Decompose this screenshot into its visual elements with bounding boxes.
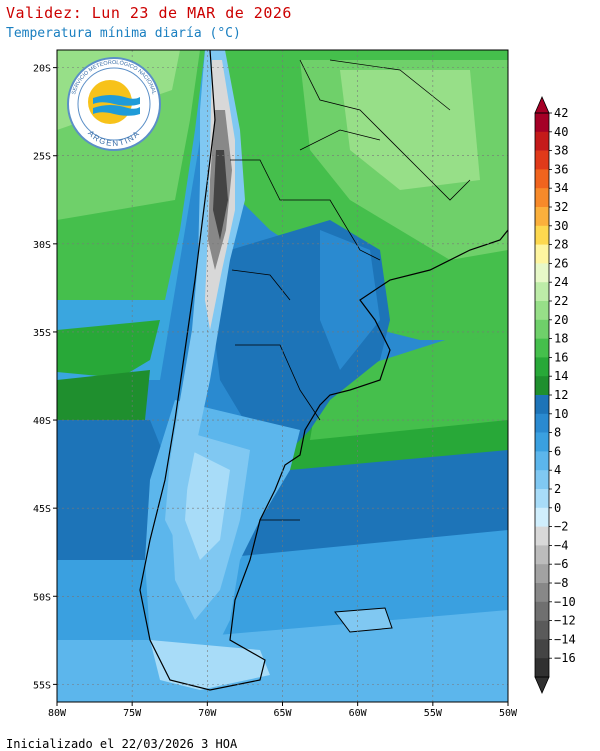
- atlantic-warm-band-2: [310, 320, 508, 440]
- colorbar-swatch: [535, 583, 549, 603]
- colorbar-swatch: [535, 113, 549, 133]
- colorbar-tick-label: −12: [554, 614, 576, 628]
- colorbar-top-arrow: [534, 96, 550, 114]
- colorbar-tick-label: 42: [554, 106, 568, 120]
- lon-tick-label: 65W: [273, 708, 292, 719]
- colorbar-tick-label: 10: [554, 407, 568, 421]
- logo-wave-2-icon: [93, 105, 140, 116]
- colorbar-tick-label: 24: [554, 275, 568, 289]
- lat-tick-label: 45S: [33, 504, 51, 515]
- colorbar-swatch: [535, 225, 549, 245]
- lon-tick-label: 60W: [349, 708, 368, 719]
- colorbar-tick-label: −10: [554, 595, 576, 609]
- colorbar-swatch: [535, 489, 549, 509]
- colorbar-tick-label: 2: [554, 482, 561, 496]
- coastline: [139, 50, 508, 691]
- colorbar-tick-label: −4: [554, 538, 568, 552]
- pacific-mid-zone: [57, 320, 160, 378]
- colorbar-swatch: [535, 526, 549, 546]
- tierra-del-fuego: [150, 640, 270, 690]
- colorbar-swatch: [535, 413, 549, 433]
- colorbar-swatch: [535, 319, 549, 339]
- colorbar-tick-label: 8: [554, 426, 561, 440]
- lat-tick-label: 50S: [33, 592, 51, 603]
- colorbar-tick-label: 32: [554, 200, 568, 214]
- logo-wave-1-icon: [93, 95, 140, 106]
- colorbar-tick-label: −6: [554, 557, 568, 571]
- colorbar-swatch: [535, 282, 549, 302]
- continent-warmest: [340, 70, 480, 190]
- colorbar-swatch: [535, 376, 549, 396]
- colorbar-tick-label: 16: [554, 350, 568, 364]
- colorbar-tick-label: 6: [554, 444, 561, 458]
- colorbar-bottom-arrow: [534, 676, 550, 694]
- colorbar-swatch: [535, 639, 549, 659]
- colorbar-tick-label: 38: [554, 144, 568, 158]
- map-title: Validez: Lun 23 de MAR de 2026: [6, 4, 292, 22]
- colorbar-tick-label: 40: [554, 125, 568, 139]
- colorbar-tick-label: 22: [554, 294, 568, 308]
- colorbar-swatch: [535, 263, 549, 283]
- colorbar-tick-label: 20: [554, 313, 568, 327]
- map-gridlines: [57, 50, 508, 702]
- colorbar-swatch: [535, 620, 549, 640]
- andes-high-3: [213, 150, 228, 240]
- lat-tick-label: 40S: [33, 416, 51, 427]
- lon-tick-label: 75W: [123, 708, 142, 719]
- colorbar-swatch: [535, 131, 549, 151]
- colorbar-tick-label: −16: [554, 651, 576, 665]
- lat-tick-label: 20S: [33, 64, 51, 75]
- latitude-tick-labels: 20S 25S 30S 35S 40S 45S 50S 55S: [33, 64, 57, 691]
- pampas-zone: [320, 230, 380, 370]
- political-borders: [230, 59, 471, 521]
- lat-tick-label: 55S: [33, 680, 51, 691]
- map-figure: 20S 25S 30S 35S 40S 45S 50S 55S 80W 75W 70W 65W 60W…: [33, 49, 576, 719]
- colorbar-swatch: [535, 564, 549, 584]
- longitude-tick-labels: 80W 75W 70W 65W 60W 55W 50W: [48, 702, 518, 719]
- colorbar-tick-label: 0: [554, 501, 561, 515]
- colorbar-tick-label: 4: [554, 463, 561, 477]
- colorbar-swatch: [535, 150, 549, 170]
- colorbar-tick-label: 36: [554, 162, 568, 176]
- lon-tick-label: 70W: [198, 708, 217, 719]
- pacific-cool-zone: [57, 370, 150, 420]
- lon-tick-label: 55W: [424, 708, 443, 719]
- colorbar-tick-label: 28: [554, 238, 568, 252]
- colorbar-swatch: [535, 451, 549, 471]
- colorbar-tick-label: −8: [554, 576, 568, 590]
- colorbar-swatch: [535, 470, 549, 490]
- colorbar-swatch: [535, 244, 549, 264]
- colorbar-swatch: [535, 432, 549, 452]
- colorbar-swatch: [535, 301, 549, 321]
- malvinas: [334, 607, 393, 633]
- colorbar-swatch: [535, 658, 549, 678]
- regional-borders: [299, 59, 451, 151]
- colorbar-tick-label: 30: [554, 219, 568, 233]
- colorbar-swatch: [535, 207, 549, 227]
- map-subtitle: Temperatura mínima diaría (°C): [6, 26, 241, 41]
- lon-tick-label: 50W: [499, 708, 518, 719]
- colorbar: 424038363432302826242220181614121086420−…: [534, 96, 576, 694]
- lat-tick-label: 25S: [33, 152, 51, 163]
- colorbar-tick-label: −2: [554, 520, 568, 534]
- colorbar-tick-label: 18: [554, 332, 568, 346]
- lat-tick-label: 30S: [33, 240, 51, 251]
- colorbar-swatch: [535, 507, 549, 527]
- colorbar-tick-label: 26: [554, 256, 568, 270]
- colorbar-swatch: [535, 545, 549, 565]
- smn-logo: SERVICIO METEOROLÓGICO NACIONAL ARGENTIN…: [67, 57, 161, 151]
- colorbar-swatch: [535, 395, 549, 415]
- colorbar-swatch: [535, 188, 549, 208]
- lon-tick-label: 80W: [48, 708, 67, 719]
- colorbar-swatch: [535, 169, 549, 189]
- colorbar-tick-label: 14: [554, 369, 568, 383]
- colorbar-swatch: [535, 601, 549, 621]
- colorbar-swatch: [535, 357, 549, 377]
- lat-tick-label: 35S: [33, 328, 51, 339]
- colorbar-tick-label: −14: [554, 632, 576, 646]
- colorbar-swatch: [535, 338, 549, 358]
- colorbar-tick-label: 34: [554, 181, 568, 195]
- colorbar-tick-label: 12: [554, 388, 568, 402]
- init-timestamp: Inicializado el 22/03/2026 3 HOA: [6, 737, 238, 751]
